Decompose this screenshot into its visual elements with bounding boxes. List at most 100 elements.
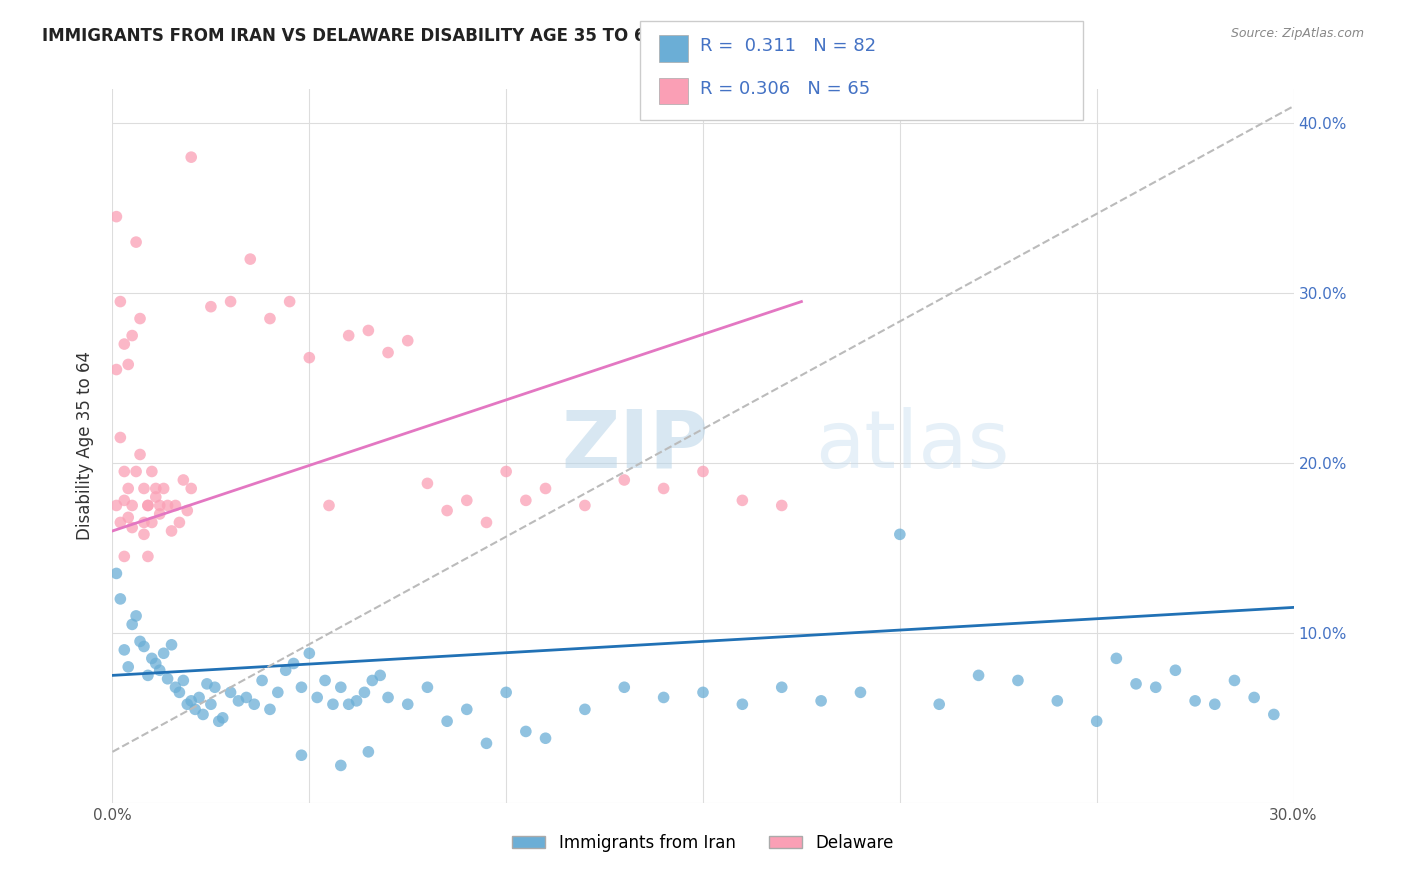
Point bbox=[849, 685, 872, 699]
Point bbox=[165, 680, 187, 694]
Point bbox=[129, 311, 152, 326]
Point bbox=[180, 482, 202, 496]
Point bbox=[172, 673, 194, 688]
Point bbox=[152, 646, 174, 660]
Point bbox=[165, 499, 187, 513]
Point bbox=[112, 337, 135, 351]
Point bbox=[121, 617, 143, 632]
Point bbox=[235, 690, 257, 705]
Point bbox=[117, 358, 139, 372]
Legend: Immigrants from Iran, Delaware: Immigrants from Iran, Delaware bbox=[505, 828, 901, 859]
Point bbox=[132, 640, 155, 654]
Point bbox=[1046, 694, 1069, 708]
Point bbox=[121, 328, 143, 343]
Point bbox=[141, 465, 163, 479]
Point bbox=[353, 685, 375, 699]
Point bbox=[132, 527, 155, 541]
Point bbox=[125, 608, 148, 623]
Point bbox=[416, 680, 439, 694]
Point bbox=[613, 473, 636, 487]
Point bbox=[267, 685, 290, 699]
Point bbox=[416, 476, 439, 491]
Point bbox=[208, 714, 231, 729]
Point bbox=[191, 707, 214, 722]
Text: Source: ZipAtlas.com: Source: ZipAtlas.com bbox=[1230, 27, 1364, 40]
Point bbox=[515, 493, 537, 508]
Point bbox=[141, 516, 163, 530]
Point bbox=[239, 252, 262, 266]
Point bbox=[613, 680, 636, 694]
Point bbox=[357, 323, 380, 337]
Point bbox=[136, 549, 159, 564]
Point bbox=[495, 685, 517, 699]
Point bbox=[889, 527, 911, 541]
Point bbox=[329, 758, 352, 772]
Point bbox=[1164, 663, 1187, 677]
Text: ZIP: ZIP bbox=[561, 407, 709, 485]
Point bbox=[156, 672, 179, 686]
Point bbox=[172, 473, 194, 487]
Point bbox=[377, 345, 399, 359]
Point bbox=[125, 465, 148, 479]
Point bbox=[574, 702, 596, 716]
Point bbox=[105, 362, 128, 376]
Point bbox=[495, 465, 517, 479]
Point bbox=[110, 430, 132, 444]
Point bbox=[314, 673, 336, 688]
Point bbox=[110, 516, 132, 530]
Point bbox=[219, 685, 242, 699]
Point bbox=[436, 503, 458, 517]
Point bbox=[110, 591, 132, 606]
Point bbox=[534, 731, 557, 746]
Point bbox=[396, 698, 419, 712]
Point bbox=[145, 490, 167, 504]
Point bbox=[180, 150, 202, 164]
Point bbox=[475, 736, 498, 750]
Point bbox=[1125, 677, 1147, 691]
Text: R =  0.311   N = 82: R = 0.311 N = 82 bbox=[700, 37, 876, 55]
Point bbox=[731, 698, 754, 712]
Point bbox=[290, 748, 312, 763]
Point bbox=[274, 663, 297, 677]
Point bbox=[160, 524, 183, 538]
Point bbox=[337, 328, 360, 343]
Point bbox=[456, 702, 478, 716]
Point bbox=[307, 690, 329, 705]
Point bbox=[149, 499, 172, 513]
Point bbox=[136, 668, 159, 682]
Point bbox=[121, 520, 143, 534]
Point bbox=[121, 499, 143, 513]
Point bbox=[200, 698, 222, 712]
Point bbox=[132, 482, 155, 496]
Point bbox=[1243, 690, 1265, 705]
Point bbox=[692, 465, 714, 479]
Point bbox=[377, 690, 399, 705]
Point bbox=[361, 673, 384, 688]
Point bbox=[731, 493, 754, 508]
Point bbox=[169, 516, 191, 530]
Point bbox=[259, 702, 281, 716]
Point bbox=[1105, 651, 1128, 665]
Point bbox=[112, 465, 135, 479]
Point bbox=[110, 294, 132, 309]
Point bbox=[169, 685, 191, 699]
Point bbox=[184, 702, 207, 716]
Point bbox=[368, 668, 391, 682]
Point bbox=[117, 510, 139, 524]
Point bbox=[112, 549, 135, 564]
Point bbox=[1007, 673, 1029, 688]
Point bbox=[145, 657, 167, 671]
Point bbox=[125, 235, 148, 249]
Point bbox=[770, 499, 793, 513]
Point bbox=[298, 646, 321, 660]
Point bbox=[228, 694, 250, 708]
Point bbox=[145, 482, 167, 496]
Point bbox=[396, 334, 419, 348]
Point bbox=[298, 351, 321, 365]
Point bbox=[141, 651, 163, 665]
Point bbox=[250, 673, 273, 688]
Point bbox=[1085, 714, 1108, 729]
Point bbox=[329, 680, 352, 694]
Point bbox=[200, 300, 222, 314]
Point bbox=[283, 657, 305, 671]
